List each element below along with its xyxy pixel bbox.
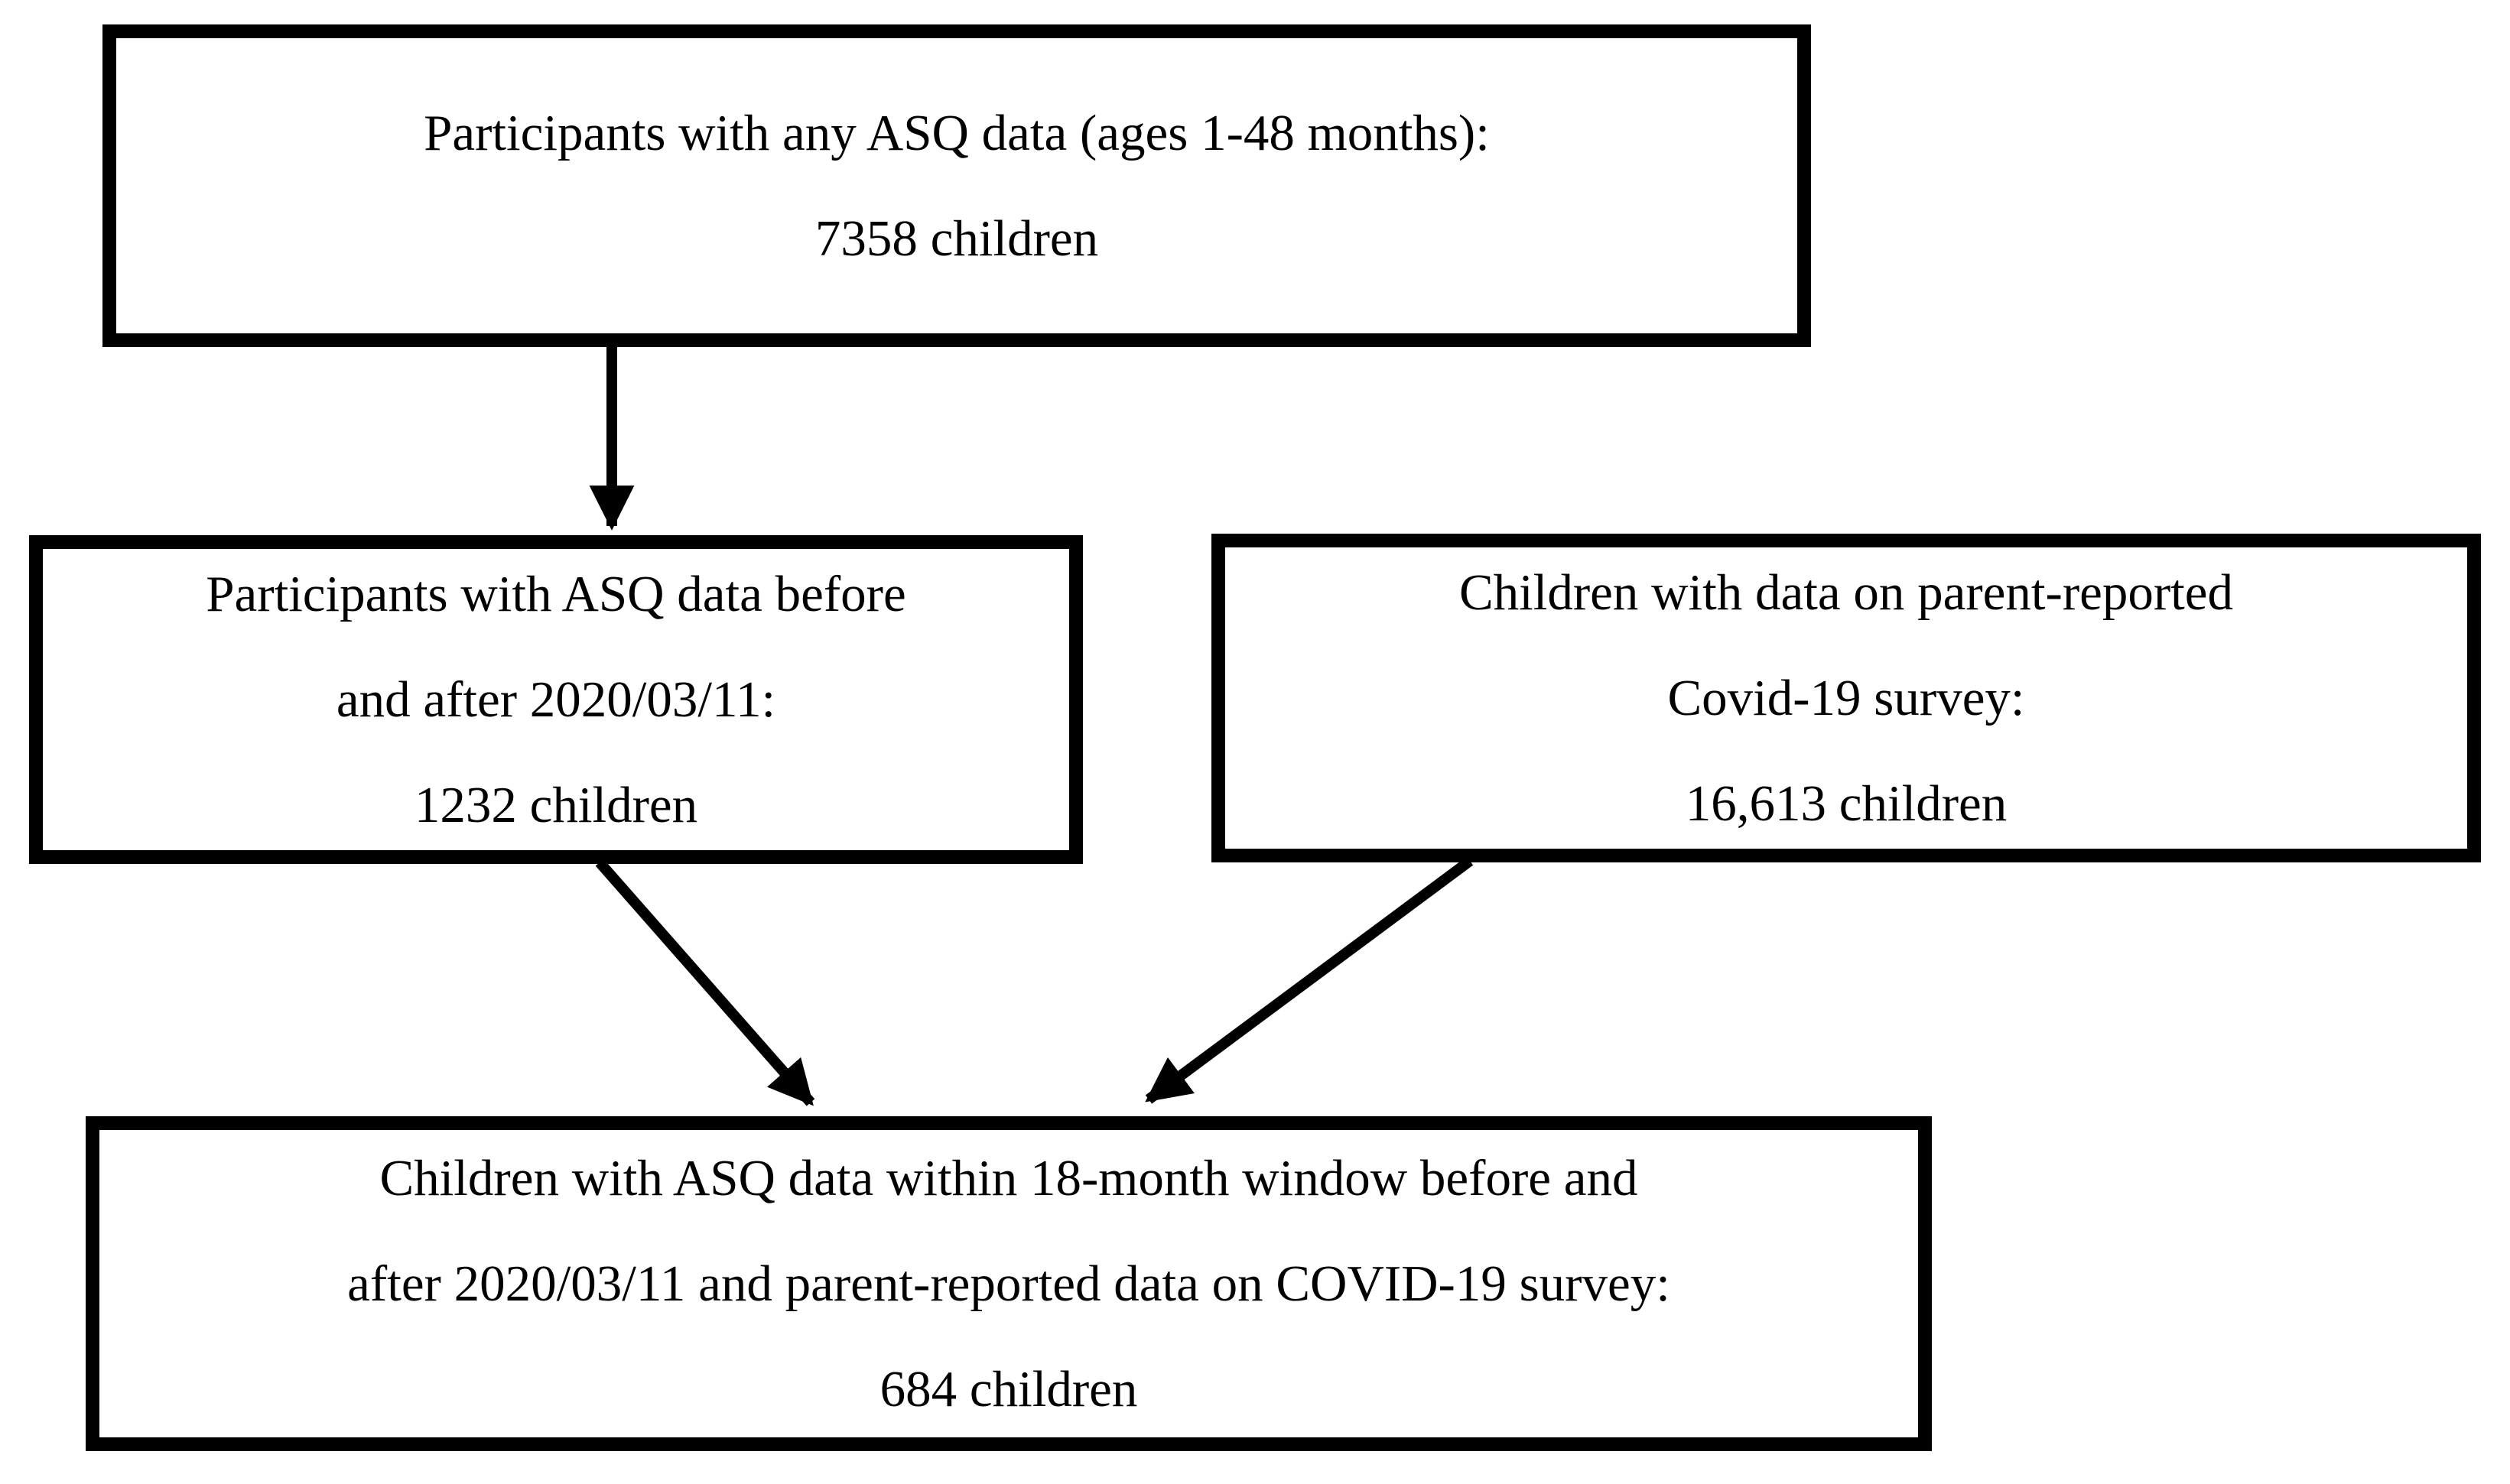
- flow-box-any-asq-data: Participants with any ASQ data (ages 1-4…: [102, 24, 1811, 347]
- flow-box-asq-before-after: Participants with ASQ data before and af…: [29, 535, 1083, 864]
- arrow-left-to-bottom-icon: [595, 859, 815, 1106]
- box-count: 16,613 children: [1685, 775, 2008, 832]
- box-line: and after 2020/03/11:: [336, 671, 776, 728]
- arrow-right-to-bottom-icon: [1145, 856, 1474, 1104]
- flow-box-covid-survey: Children with data on parent-reported Co…: [1211, 534, 2481, 862]
- box-line: Participants with ASQ data before: [206, 566, 906, 622]
- box-count: 7358 children: [814, 210, 1099, 267]
- box-count: 1232 children: [414, 777, 698, 833]
- box-line: Children with ASQ data within 18-month w…: [379, 1150, 1638, 1206]
- box-line: after 2020/03/11 and parent-reported dat…: [347, 1255, 1670, 1312]
- box-line: Covid-19 survey:: [1667, 670, 2025, 726]
- box-count: 684 children: [879, 1361, 1138, 1417]
- box-line: Children with data on parent-reported: [1458, 564, 2234, 621]
- box-line: Participants with any ASQ data (ages 1-4…: [424, 105, 1490, 161]
- flow-box-final-sample: Children with ASQ data within 18-month w…: [86, 1116, 1932, 1451]
